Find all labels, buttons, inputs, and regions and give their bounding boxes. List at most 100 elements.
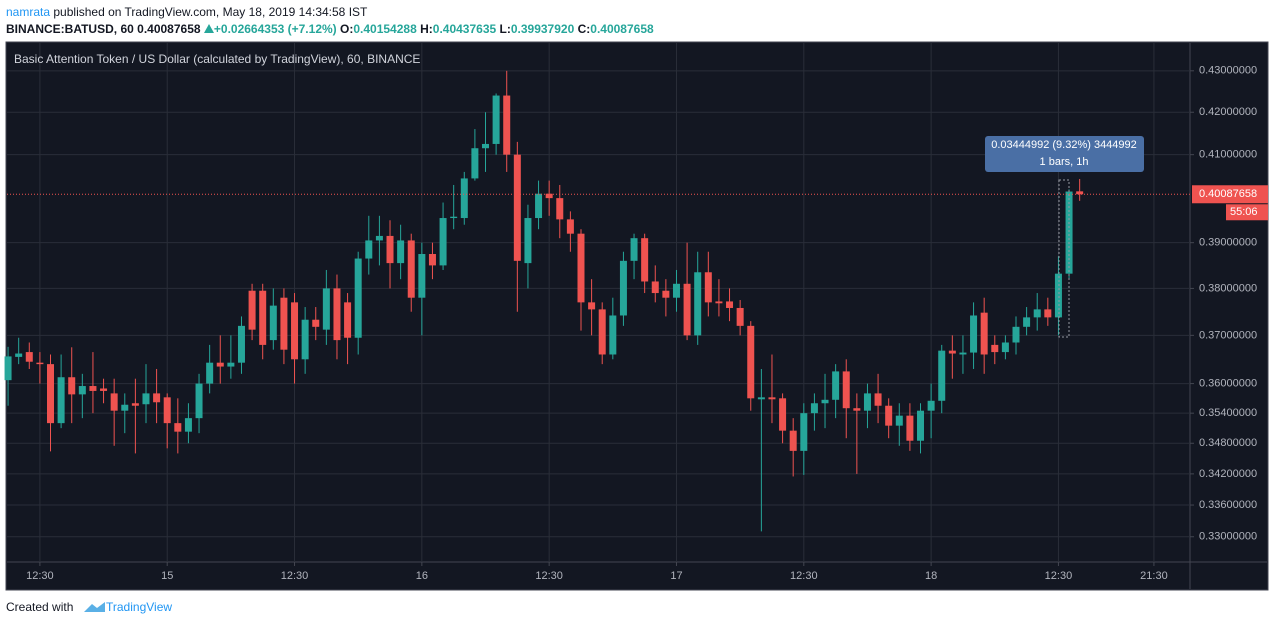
candle-body — [948, 350, 956, 354]
candle-body — [842, 371, 850, 409]
candle-body — [174, 423, 182, 432]
candle-body — [683, 283, 691, 336]
candle-body — [269, 305, 277, 341]
candle-body — [407, 240, 415, 298]
x-tick-label: 12:30 — [281, 570, 309, 582]
candle-body — [641, 238, 649, 282]
y-tick-label: 0.33000000 — [1199, 531, 1257, 543]
candle-body — [619, 260, 627, 316]
candle-body — [365, 240, 373, 259]
open: 0.40154288 — [353, 22, 417, 36]
candle-body — [344, 302, 352, 338]
candle-body — [874, 393, 882, 406]
candle-body — [121, 404, 129, 411]
header-line-1: namrata published on TradingView.com, Ma… — [6, 5, 367, 19]
y-tick-label: 0.35400000 — [1199, 407, 1257, 419]
candle-body — [1076, 191, 1084, 195]
x-tick-label: 12:30 — [26, 570, 54, 582]
candle-body — [715, 301, 723, 304]
candle-body — [779, 398, 787, 431]
candle-body — [153, 393, 161, 403]
candle-body — [142, 393, 150, 405]
candle-body — [291, 302, 299, 360]
candle-body — [163, 397, 171, 424]
measure-range — [1058, 179, 1070, 338]
candle-body — [566, 219, 574, 234]
high: 0.40437635 — [432, 22, 497, 36]
y-tick-label: 0.34800000 — [1199, 437, 1257, 449]
candle-body — [917, 410, 925, 441]
x-tick-label: 12:30 — [790, 570, 818, 582]
candle-body — [704, 272, 712, 303]
up-arrow — [203, 24, 214, 33]
candle-body — [757, 397, 765, 400]
candle-body — [938, 350, 946, 401]
candle-body — [354, 258, 362, 338]
candle-body — [1023, 317, 1031, 327]
candle-body — [428, 254, 436, 266]
candle-body — [1044, 309, 1052, 318]
header-line-2: BINANCE:BATUSD, 60 0.40087658 +0.0266435… — [6, 22, 654, 36]
candle-body — [577, 233, 585, 303]
candle-body — [78, 386, 86, 395]
candle-body — [991, 344, 999, 353]
candle-body — [1065, 191, 1073, 274]
candle-body — [726, 301, 734, 308]
candle-body — [927, 400, 935, 411]
candle-body — [397, 240, 405, 264]
candle-body — [556, 198, 564, 220]
measure-subtext: 1 bars, 1h — [1040, 156, 1089, 168]
close-label: C: — [577, 22, 591, 36]
published: published on TradingView.com, May 18, 20… — [53, 5, 368, 19]
candle-body — [513, 154, 521, 261]
candle-body — [482, 143, 490, 149]
candle-body — [535, 193, 543, 219]
y-tick-label: 0.36000000 — [1199, 377, 1257, 389]
x-tick-label: 18 — [925, 570, 937, 582]
y-tick-label: 0.41000000 — [1199, 149, 1257, 161]
candle-body — [259, 290, 267, 345]
candle-body — [895, 415, 903, 426]
countdown: 55:06 — [1230, 206, 1258, 218]
y-tick-label: 0.39000000 — [1199, 237, 1257, 249]
candle-body — [970, 315, 978, 353]
footer-created: Created with — [6, 600, 73, 614]
author[interactable]: namrata — [6, 5, 51, 19]
candle-body — [36, 362, 44, 365]
candle-body — [4, 356, 12, 381]
candle-body — [248, 290, 256, 330]
candle-body — [609, 315, 617, 355]
candle-body — [736, 307, 744, 326]
y-tick-label: 0.34200000 — [1199, 468, 1257, 480]
candle-body — [471, 148, 479, 179]
last-price-label: 0.40087658 — [1199, 188, 1257, 200]
candle-body — [68, 377, 76, 395]
candle-body — [1033, 309, 1041, 318]
candle-body — [216, 362, 224, 367]
candle-body — [800, 413, 808, 451]
y-tick-label: 0.33600000 — [1199, 499, 1257, 511]
footer-brand[interactable]: TradingView — [106, 600, 172, 614]
candle-body — [47, 364, 55, 424]
candle-body — [747, 325, 755, 399]
candle-body — [195, 383, 203, 419]
high-label: H: — [420, 22, 433, 36]
candle-body — [15, 353, 23, 357]
candle-body — [301, 319, 309, 360]
candle-body — [206, 362, 214, 384]
candle-body — [89, 386, 97, 391]
candle-body — [237, 325, 245, 363]
chart-title: Basic Attention Token / US Dollar (calcu… — [14, 52, 420, 66]
candle-body — [672, 283, 680, 298]
candle-body — [588, 302, 596, 310]
candle-body — [418, 254, 426, 298]
candle-body — [1012, 326, 1020, 343]
candle-body — [980, 312, 988, 355]
candle-body — [110, 393, 118, 411]
candle-body — [863, 393, 871, 411]
y-tick-label: 0.38000000 — [1199, 282, 1257, 294]
y-tick-label: 0.37000000 — [1199, 329, 1257, 341]
y-tick-label: 0.43000000 — [1199, 65, 1257, 77]
candle-body — [439, 218, 447, 266]
